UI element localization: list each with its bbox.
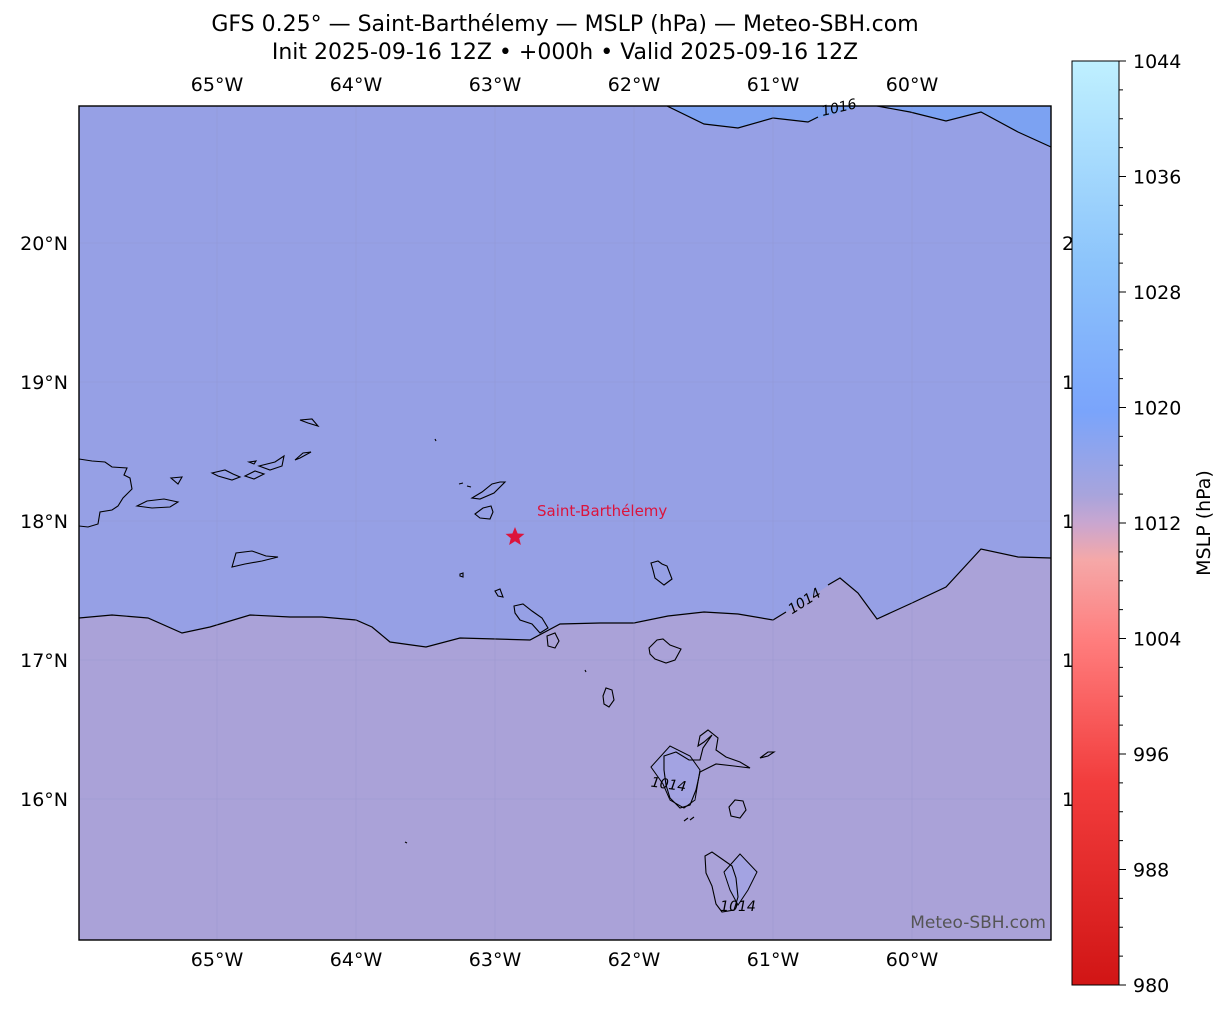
colorbar-label: MSLP (hPa): [1193, 470, 1215, 576]
barbuda-coast: [650, 560, 673, 586]
top-lon-ticks: 65°W 64°W 63°W 62°W 61°W 60°W: [191, 74, 939, 96]
lon-tick-bottom: 65°W: [191, 949, 244, 971]
montserrat-coast: [602, 687, 615, 708]
aves-coast: [404, 841, 408, 844]
anegada-coast: [299, 418, 320, 428]
colorbar-ticks: 1044 1036 1028 1020 1012 1004 996 988 980: [1119, 51, 1181, 997]
lon-tick-top: 65°W: [191, 74, 244, 96]
colorbar-gradient: [1071, 60, 1120, 986]
colorbar-tick-label: 1004: [1133, 629, 1181, 651]
st-kitts-coast: [513, 603, 549, 634]
bottom-lon-ticks: 65°W 64°W 63°W 62°W 61°W 60°W: [191, 949, 939, 971]
vieques-coast: [135, 498, 180, 509]
colorbar-tick-label: 996: [1133, 744, 1169, 766]
watermark: Meteo-SBH.com: [910, 913, 1046, 933]
lon-tick-bottom: 61°W: [747, 949, 800, 971]
lat-tick-right: 17°N: [1062, 650, 1110, 672]
isobar-1014-guadeloupe: [650, 745, 701, 809]
st-thomas-coast: [210, 469, 242, 481]
colorbar: 1044 1036 1028 1020 1012 1004 996 988 980 MSLP (…: [1071, 51, 1215, 997]
colorbar-tick-label: 1044: [1133, 51, 1181, 73]
isobar-1016: [666, 106, 1051, 148]
tortola-coast: [257, 454, 285, 471]
contour-label-1014-guadeloupe: 1014: [650, 775, 688, 796]
colorbar-tick-label: 980: [1133, 975, 1169, 997]
redonda-coast: [584, 669, 587, 673]
marie-galante-coast: [728, 799, 747, 819]
colorbar-tick-label: 1028: [1133, 282, 1181, 304]
chart-title: GFS 0.25° — Saint-Barthélemy — MSLP (hPa…: [211, 12, 919, 37]
map-frame: [78, 105, 1052, 941]
colorbar-tick-label: 1036: [1133, 167, 1181, 189]
lon-tick-top: 64°W: [330, 74, 383, 96]
anguilla-coast: [458, 482, 472, 488]
st-croix-coast: [231, 550, 279, 568]
lat-tick-left: 16°N: [20, 789, 68, 811]
sombrero-coast: [434, 438, 437, 442]
st-eustatius-coast: [494, 588, 504, 598]
left-lat-ticks: 20°N 19°N 18°N 17°N 16°N: [20, 233, 68, 811]
saba-coast: [459, 572, 464, 578]
st-martin-coast: [470, 481, 507, 500]
contour-label-1016: 1016: [820, 96, 858, 120]
contour-label-1014-dominica: 1014: [720, 899, 756, 915]
region-northeast: [667, 106, 1051, 147]
graticule: [79, 106, 1051, 940]
right-lat-ticks: 20°N 19°N 18°N 17°N 16°N: [1062, 233, 1110, 811]
colorbar-tick-label: 1020: [1133, 398, 1181, 420]
dominica-coast: [704, 851, 739, 913]
antigua-coast: [648, 638, 682, 664]
lon-tick-bottom: 60°W: [886, 949, 939, 971]
virgin-gorda-coast: [294, 451, 312, 461]
puerto-rico-coast: [79, 458, 133, 528]
lat-tick-left: 19°N: [20, 372, 68, 394]
lat-tick-left: 17°N: [20, 650, 68, 672]
chart-subtitle: Init 2025-09-16 12Z • +000h • Valid 2025…: [271, 40, 859, 65]
jost-coast: [246, 460, 258, 465]
colorbar-tick-label: 1012: [1133, 513, 1181, 535]
lat-tick-left: 20°N: [20, 233, 68, 255]
lat-tick-right: 18°N: [1062, 511, 1110, 533]
les-saintes-coast: [683, 816, 695, 822]
lon-tick-bottom: 63°W: [469, 949, 522, 971]
colorbar-tick-label: 988: [1133, 860, 1169, 882]
lon-tick-bottom: 62°W: [608, 949, 661, 971]
lat-tick-right: 16°N: [1062, 789, 1110, 811]
lon-tick-bottom: 64°W: [330, 949, 383, 971]
lat-tick-left: 18°N: [20, 511, 68, 533]
nevis-coast: [546, 632, 560, 649]
st-barth-coast: [474, 505, 494, 520]
lon-tick-top: 61°W: [747, 74, 800, 96]
guadeloupe-coast: [663, 729, 751, 809]
lon-tick-top: 62°W: [608, 74, 661, 96]
culebra-coast: [169, 476, 184, 485]
st-john-coast: [243, 470, 266, 480]
lon-tick-top: 60°W: [886, 74, 939, 96]
location-star-marker: [505, 527, 525, 545]
lat-tick-right: 19°N: [1062, 372, 1110, 394]
desirade-coast: [759, 751, 776, 759]
region-south: [79, 549, 1051, 940]
lon-tick-top: 63°W: [469, 74, 522, 96]
coastlines: [79, 418, 776, 913]
location-label: Saint-Barthélemy: [537, 502, 667, 520]
lat-tick-right: 20°N: [1062, 233, 1110, 255]
